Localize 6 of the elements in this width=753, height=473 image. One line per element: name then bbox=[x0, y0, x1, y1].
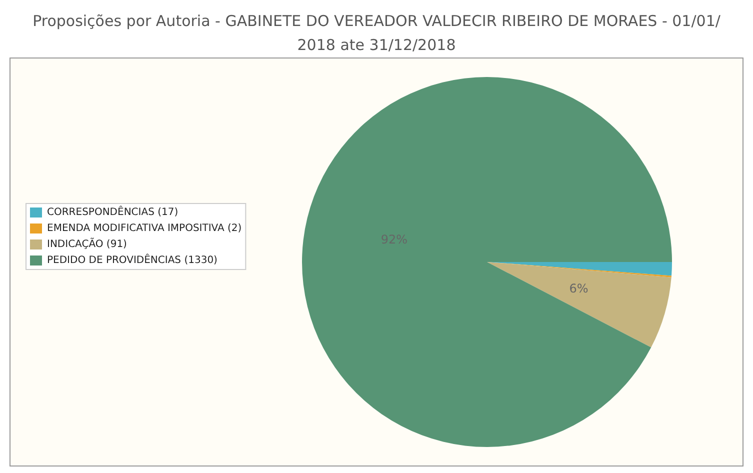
legend-label: PEDIDO DE PROVIDÊNCIAS (1330) bbox=[47, 253, 218, 266]
legend-label: CORRESPONDÊNCIAS (17) bbox=[47, 205, 178, 218]
chart-title: Proposições por Autoria - GABINETE DO VEREADOR VALDECIR RIBEIRO DE MORAES - 01/01/2018 ate 31/12/2018 bbox=[32, 12, 722, 54]
legend-label: INDICAÇÃO (91) bbox=[47, 237, 128, 250]
legend-label: EMENDA MODIFICATIVA IMPOSITIVA (2) bbox=[47, 223, 242, 234]
data-label: 6% bbox=[569, 282, 588, 296]
